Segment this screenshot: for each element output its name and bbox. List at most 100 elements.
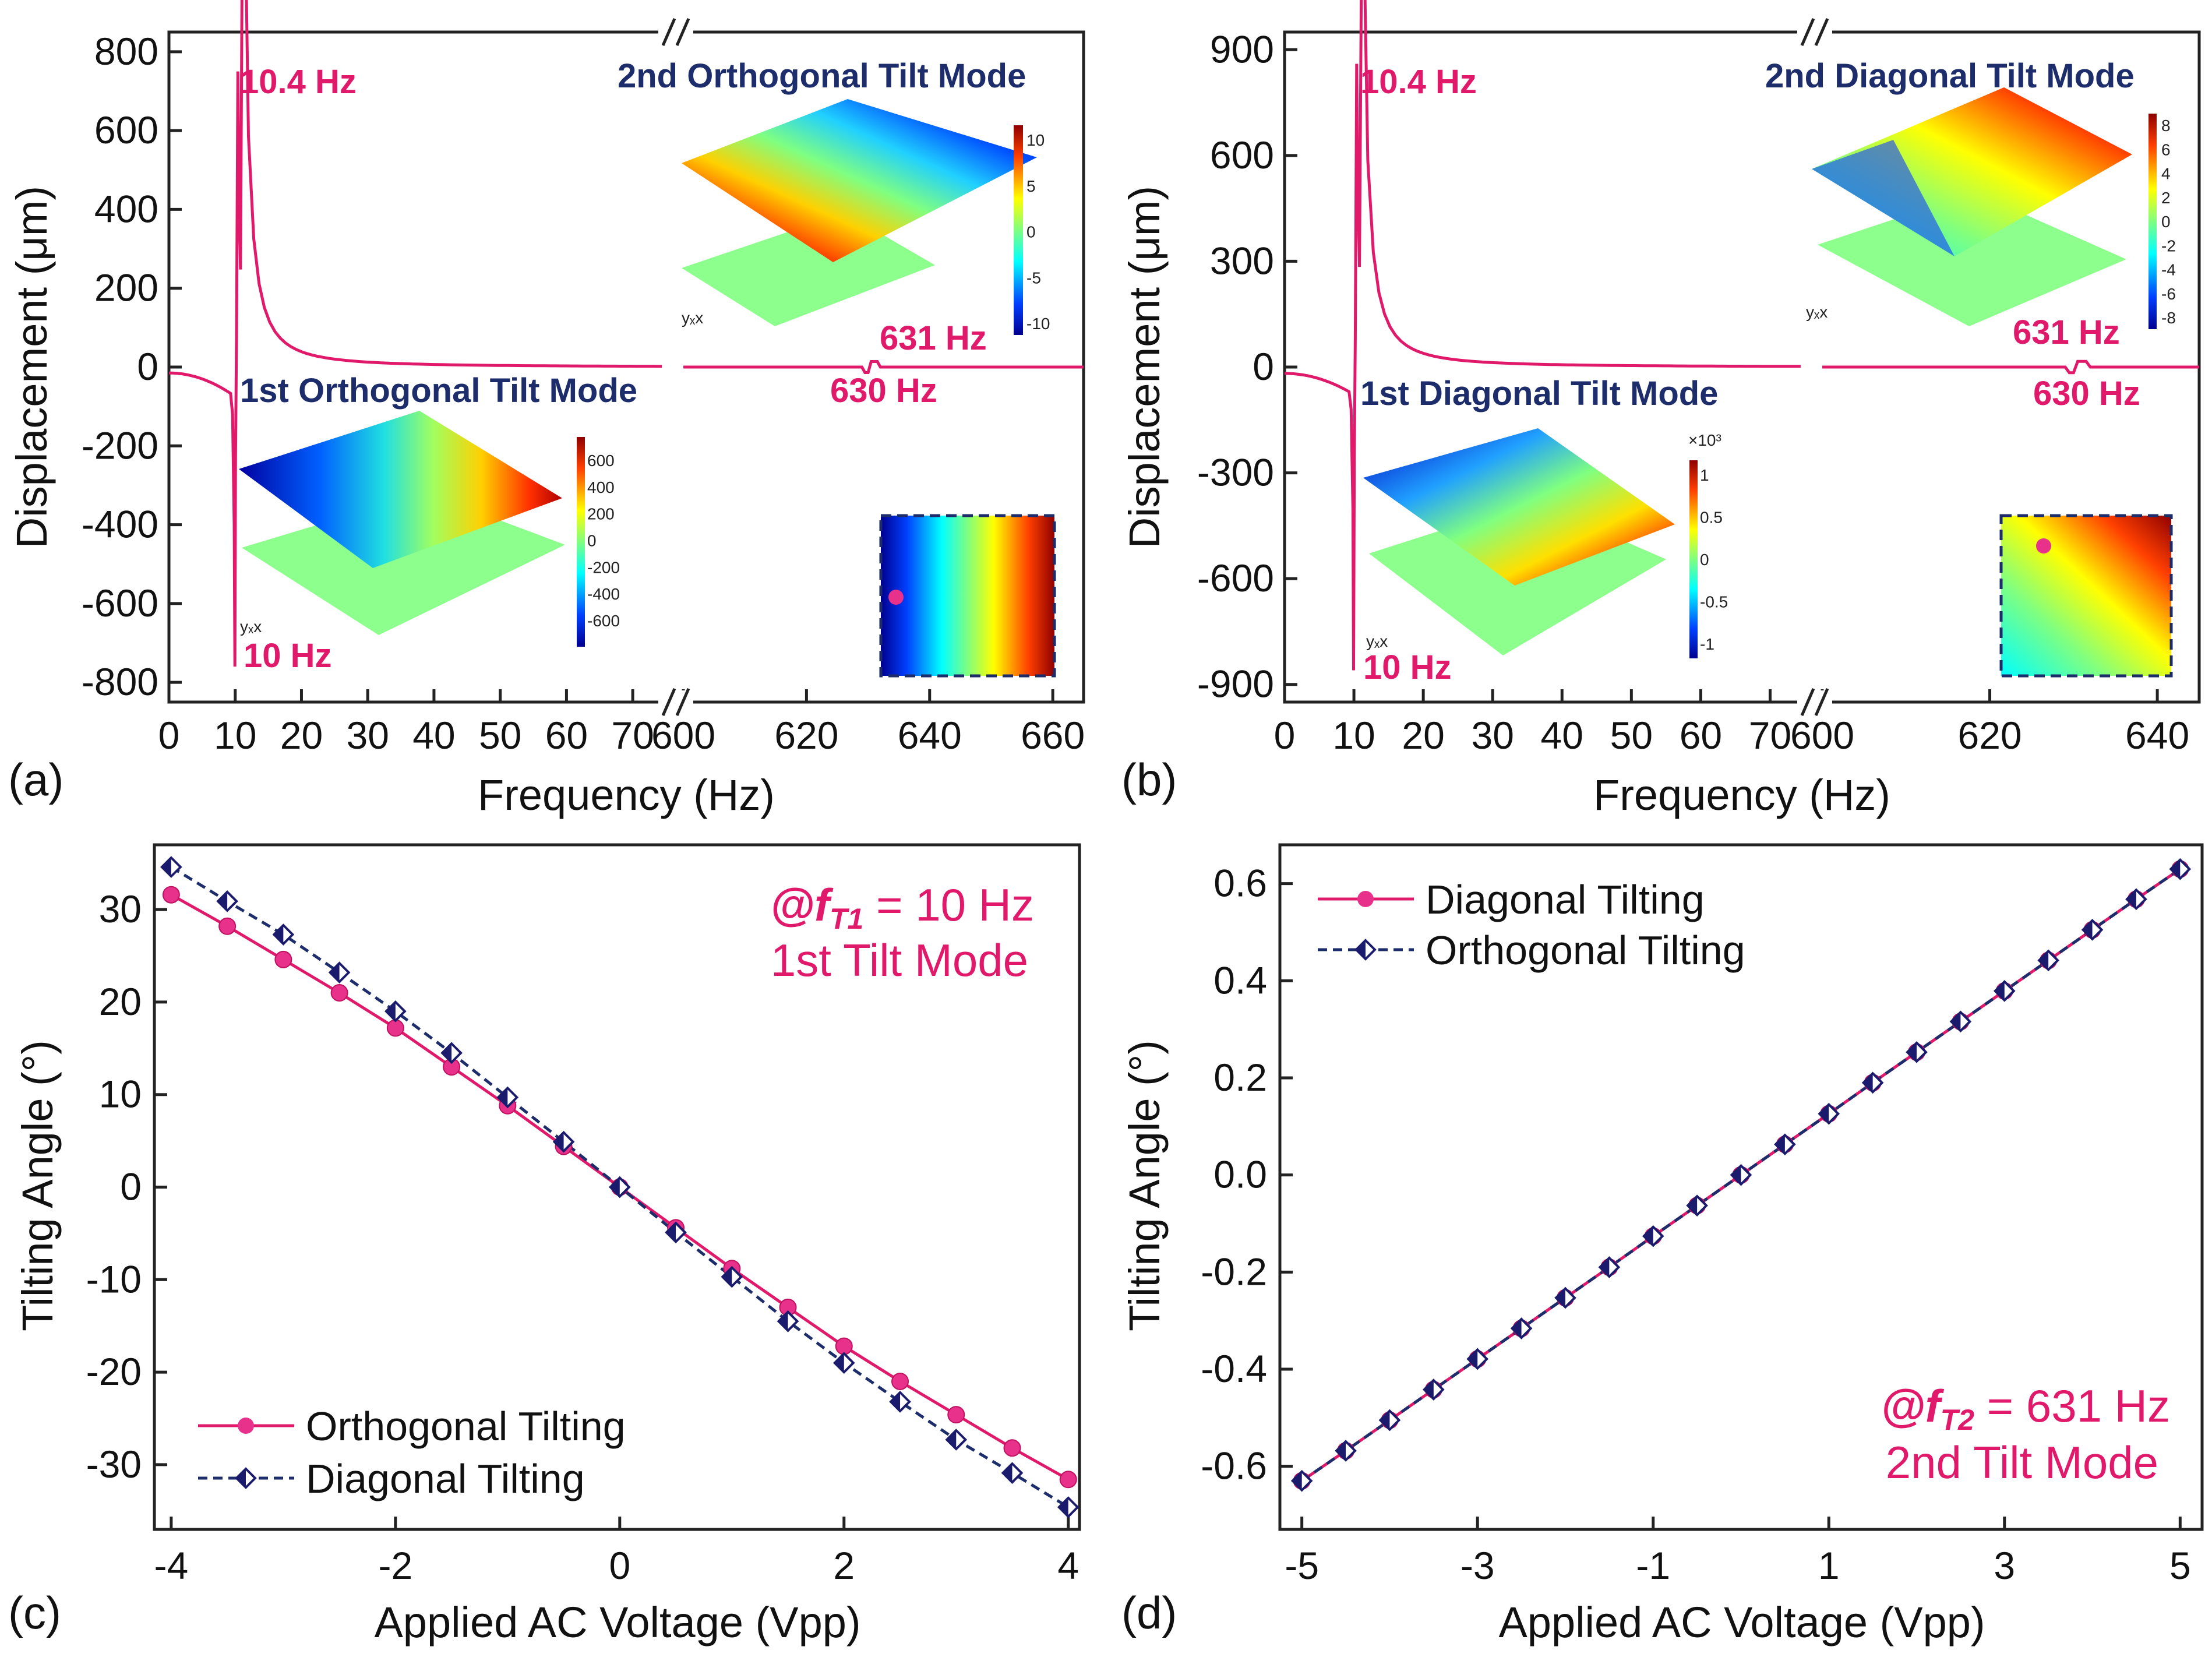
x-tick-label: 600 <box>1790 714 1854 757</box>
chart-a-y-axis: 800 600 400 200 0 -200 -400 -600 -800 <box>82 30 182 703</box>
y-tick-label: 0 <box>1253 345 1274 388</box>
inset-2nd-orthogonal-mode <box>682 99 1037 335</box>
y-tick-label: -200 <box>82 424 158 467</box>
d-point-orthogonal-tilting <box>1335 1440 1357 1462</box>
x-tick-label: 50 <box>1610 714 1653 757</box>
d-point-orthogonal-tilting <box>1642 1225 1664 1247</box>
x-tick-label: 10 <box>214 714 256 757</box>
c-point-diagonal-tilting <box>721 1265 743 1288</box>
chart-c-ylabel: Tilting Angle (°) <box>13 1040 62 1331</box>
inset-a2-colorbar <box>1014 125 1023 335</box>
y-tick-label: -600 <box>82 581 158 625</box>
x-tick-label: -4 <box>154 1544 189 1587</box>
colorbar-tick-label: 400 <box>587 478 615 496</box>
chart-c-annotation-at: @ <box>770 879 814 930</box>
x-tick-label: 640 <box>2125 714 2189 757</box>
d-point-orthogonal-tilting <box>1774 1133 1796 1155</box>
x-tick-label: 660 <box>1021 714 1085 757</box>
y-tick-label: -0.4 <box>1201 1347 1267 1390</box>
chart-b-xlabel: Frequency (Hz) <box>1593 771 1890 819</box>
colorbar-tick-label: 10 <box>1026 131 1045 149</box>
c-point-orthogonal-tilting <box>162 886 180 904</box>
chart-d-annotation-at: @ <box>1881 1380 1925 1432</box>
y-tick-label: 900 <box>1210 27 1274 70</box>
x-tick-label: 50 <box>479 714 521 757</box>
chart-a-xlabel: Frequency (Hz) <box>478 771 775 819</box>
y-tick-label: 400 <box>94 187 158 230</box>
chart-a-peak-label-10hz: 10 Hz <box>244 637 332 675</box>
panel-label-d: (d) <box>1121 1587 1177 1638</box>
d-point-orthogonal-tilting <box>1598 1256 1621 1278</box>
chart-a-peak-label-10-4hz: 10.4 Hz <box>240 63 357 101</box>
x-tick-label: 60 <box>1680 714 1722 757</box>
inset-b-measure-point <box>2036 538 2051 553</box>
chart-b-ylabel: Displacement (μm) <box>1120 186 1169 548</box>
c-point-orthogonal-tilting <box>1003 1439 1021 1457</box>
inset-b1-colorbar-exponent: ×10³ <box>1688 431 1721 449</box>
y-tick-label: 800 <box>94 30 158 73</box>
chart-a-peak-label-630hz: 630 Hz <box>830 372 937 410</box>
colorbar-tick-label: 200 <box>587 505 615 523</box>
colorbar-tick-label: 8 <box>2161 117 2171 135</box>
y-tick-label: 20 <box>99 980 142 1023</box>
x-tick-label: -2 <box>378 1544 412 1587</box>
colorbar-tick-label: 4 <box>2161 165 2171 183</box>
inset-a2-colorbar-ticks: 10 5 0 -5 -10 <box>1026 131 1050 333</box>
c-point-orthogonal-tilting <box>218 917 237 935</box>
chart-b-peak-label-630hz: 630 Hz <box>2033 375 2140 413</box>
y-tick-label: 0.6 <box>1213 862 1267 905</box>
x-tick-label: 20 <box>1402 714 1444 757</box>
colorbar-tick-label: 0 <box>587 532 597 550</box>
x-tick-label: 5 <box>2169 1544 2191 1587</box>
c-point-diagonal-tilting <box>1057 1496 1079 1518</box>
x-tick-label: 1 <box>1818 1544 1840 1587</box>
colorbar-tick-label: -0.5 <box>1700 593 1728 611</box>
x-tick-label: 4 <box>1057 1544 1079 1587</box>
chart-b-y-axis: 900 600 300 0 -300 -600 -900 <box>1197 27 1297 706</box>
y-tick-label: -30 <box>86 1443 142 1486</box>
chart-d-annotation-sub: T2 <box>1941 1404 1975 1436</box>
colorbar-tick-label: 5 <box>1026 177 1036 195</box>
colorbar-tick-label: 0 <box>1700 551 1709 569</box>
d-point-orthogonal-tilting <box>1378 1409 1401 1432</box>
panel-label-b: (b) <box>1121 754 1177 805</box>
chart-a-upper-triad: yₓx <box>682 309 703 327</box>
inset-a1-colorbar-ticks: 600 400 200 0 -200 -400 -600 <box>587 452 620 630</box>
c-point-diagonal-tilting <box>777 1310 799 1332</box>
y-tick-label: 0.4 <box>1213 958 1267 1002</box>
legend-c-orthogonal-label: Orthogonal Tilting <box>306 1404 626 1449</box>
c-point-orthogonal-tilting <box>330 984 348 1002</box>
c-point-diagonal-tilting <box>665 1221 687 1244</box>
x-tick-label: 20 <box>280 714 323 757</box>
legend-c-diagonal-label: Diagonal Tilting <box>306 1456 585 1501</box>
colorbar-tick-label: 6 <box>2161 140 2171 158</box>
chart-a-mode1-title: 1st Orthogonal Tilt Mode <box>240 372 637 410</box>
d-point-orthogonal-tilting <box>1818 1102 1840 1125</box>
chart-d-ylabel: Tilting Angle (°) <box>1120 1040 1169 1331</box>
chart-b-displacement-line <box>1285 0 2199 671</box>
chart-c-frequency-annotation: @fT1 = 10 Hz <box>770 879 1034 935</box>
chart-a-axis-break <box>658 18 693 716</box>
chart-a-displacement-line <box>168 0 1084 667</box>
colorbar-tick-label: -8 <box>2161 309 2176 327</box>
colorbar-tick-label: 0 <box>2161 213 2171 231</box>
c-point-diagonal-tilting <box>496 1086 519 1109</box>
chart-d: 0.6 0.4 0.2 0.0 -0.2 -0.4 -0.6 -5 -3 -1 1 3 5 Tilti… <box>1120 843 2204 1647</box>
y-tick-label: -10 <box>86 1257 142 1300</box>
x-tick-label: -3 <box>1460 1544 1495 1587</box>
colorbar-tick-label: 0 <box>1026 223 1036 241</box>
d-point-orthogonal-tilting <box>2037 949 2059 972</box>
inset-a-topview <box>879 514 1056 678</box>
colorbar-tick-label: -200 <box>587 558 620 576</box>
chart-d-legend: Diagonal Tilting Orthogonal Tilting <box>1318 877 1745 973</box>
x-tick-label: 640 <box>898 714 962 757</box>
chart-b-peak-label-10-4hz: 10.4 Hz <box>1360 63 1477 101</box>
panel-label-c: (c) <box>8 1587 61 1638</box>
x-tick-label: -1 <box>1636 1544 1670 1587</box>
inset-b2-base-plate <box>1818 192 2126 326</box>
d-point-orthogonal-tilting <box>1861 1071 1884 1094</box>
